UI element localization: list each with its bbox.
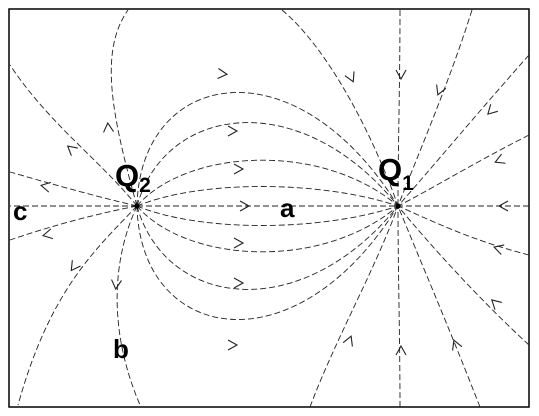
line-q1-right-4 — [397, 205, 530, 346]
line-q2-left-up-1 — [9, 64, 138, 207]
line-q1-right-1 — [397, 54, 530, 207]
line-q1-right-2 — [397, 134, 530, 207]
arrow-q2-left-down-1 — [41, 228, 54, 240]
arrow-q2-down — [111, 279, 122, 291]
line-q2-q1-upper-2 — [136, 159, 399, 207]
line-q1-top-3 — [397, 9, 473, 207]
diagram-frame — [8, 8, 530, 408]
line-q1-bottom-1 — [397, 205, 481, 408]
line-q2-left-down-1 — [9, 205, 138, 241]
arrow-q1-right-3 — [493, 244, 505, 255]
line-q2-q1-lower-1 — [136, 205, 399, 226]
line-q2-down-1 — [116, 205, 141, 406]
arrow-q2-left-up-1 — [66, 145, 78, 156]
field-lines — [9, 9, 530, 408]
arrow-a-upper-3 — [227, 125, 239, 137]
arrow-q1-top-3 — [436, 84, 447, 96]
arrow-a-axis — [239, 200, 251, 212]
line-q2-q1-lower-2 — [136, 205, 399, 253]
point-b-label: b — [113, 334, 129, 364]
arrow-a-lower-1 — [233, 237, 245, 249]
line-q1-bottom-3 — [309, 205, 399, 408]
arrow-q1-bottom-2 — [395, 344, 407, 356]
charge-q2-dot — [134, 203, 140, 209]
line-q1-top-1 — [281, 9, 399, 207]
line-q2-q1-upper-1 — [136, 186, 399, 207]
arrow-q1-right-axis — [497, 200, 509, 212]
line-q2-q1-upper-4 — [136, 92, 399, 207]
point-a-label: a — [280, 193, 295, 223]
charge-q2-label: Q2 — [115, 158, 151, 197]
line-q1-bottom-2 — [397, 205, 401, 408]
arrow-q1-bottom-1 — [452, 339, 463, 351]
arrow-q1-top-2 — [395, 69, 407, 81]
arrow-q1-bottom-3 — [342, 335, 353, 347]
arrow-q2-left-down-2 — [70, 260, 81, 272]
point-c-label: c — [13, 196, 27, 226]
charge-q1-dot — [395, 203, 401, 209]
line-q2-q1-upper-3 — [136, 122, 399, 207]
arrow-q2-left-up-2 — [39, 181, 52, 193]
arrow-a-upper-2 — [233, 163, 245, 175]
line-q2-q1-lower-4 — [136, 205, 399, 320]
line-q1-right-3 — [397, 205, 530, 256]
line-q2-top-left — [110, 9, 138, 207]
field-arrows — [39, 68, 509, 356]
arrow-q2-top — [103, 121, 114, 133]
arrow-q1-right-4 — [490, 299, 502, 310]
line-q2-left-up-2 — [9, 171, 138, 207]
arrow-q1-right-1 — [487, 104, 498, 115]
line-q2-left-down-2 — [17, 205, 138, 406]
line-q1-top-2 — [397, 9, 401, 207]
arrow-a-upper-4 — [217, 68, 229, 79]
charge-q1-label: Q1 — [378, 152, 414, 195]
arrow-q1-top-1 — [344, 71, 355, 83]
arrow-a-lower-3 — [227, 339, 239, 351]
arrow-a-lower-2 — [233, 277, 245, 289]
arrow-q1-right-2 — [494, 153, 506, 164]
line-q2-q1-lower-3 — [136, 205, 399, 290]
